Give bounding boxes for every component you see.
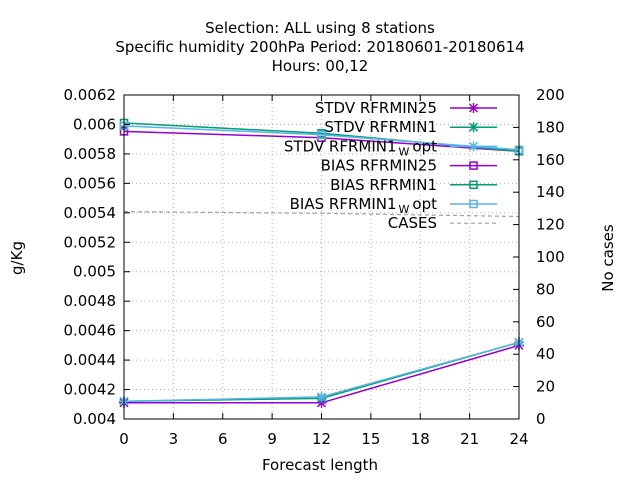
data-point <box>317 130 326 140</box>
series-line <box>123 211 520 218</box>
y2-tick-label: 0 <box>536 410 546 428</box>
legend-label: BIAS RFRMIN1 <box>330 176 437 194</box>
y2-axis-label: No cases <box>599 224 617 292</box>
y2-tick-label: 120 <box>536 216 565 234</box>
legend-marker <box>469 180 478 190</box>
x-tick-label: 0 <box>119 430 129 448</box>
legend-label: CASES <box>388 214 437 232</box>
y2-tick-label: 160 <box>536 151 565 169</box>
x-tick-label: 21 <box>460 430 479 448</box>
x-tick-label: 24 <box>509 430 528 448</box>
x-tick-label: 15 <box>361 430 380 448</box>
x-tick-label: 12 <box>312 430 331 448</box>
y-tick-label: 0.0044 <box>64 351 117 369</box>
legend-label: STDV RFRMIN1 <box>324 118 437 136</box>
y-tick-label: 0.0056 <box>64 174 117 192</box>
legend-label: BIAS RFRMIN25 <box>321 157 437 175</box>
axis-ticks: 0 3 6 9 12 15 18 21 24 0.004 0.0042 0.0044 0.0046 0.0… <box>64 86 565 448</box>
legend-marker <box>468 141 479 152</box>
legend-label: STDV RFRMIN25 <box>315 99 437 117</box>
legend-marker <box>468 122 479 133</box>
title-line-3: Hours: 00,12 <box>272 57 369 75</box>
chart-title: Selection: ALL using 8 stations Specific… <box>115 19 524 75</box>
y2-tick-label: 60 <box>536 313 555 331</box>
y-tick-label: 0.0058 <box>64 145 117 163</box>
y2-tick-label: 80 <box>536 280 555 298</box>
y-axis-label: g/Kg <box>8 241 26 275</box>
legend-entry: BIAS RFRMIN1 <box>330 176 497 194</box>
x-axis-label: Forecast length <box>262 456 378 474</box>
y-tick-label: 0.005 <box>73 263 116 281</box>
legend-marker <box>469 199 478 209</box>
legend-marker <box>468 103 479 113</box>
y2-tick-label: 180 <box>536 118 565 136</box>
title-line-2: Specific humidity 200hPa Period: 2018060… <box>115 38 524 56</box>
y2-tick-label: 40 <box>536 345 555 363</box>
series-line <box>123 125 520 151</box>
y2-tick-label: 200 <box>536 86 565 104</box>
y-tick-label: 0.0042 <box>64 381 117 399</box>
x-tick-label: 3 <box>169 430 179 448</box>
title-line-1: Selection: ALL using 8 stations <box>205 19 435 37</box>
legend-entry: CASES <box>388 214 497 232</box>
y-tick-label: 0.0046 <box>64 322 117 340</box>
y-tick-label: 0.0062 <box>64 86 117 104</box>
legend-entry: STDV RFRMIN25 <box>315 99 497 117</box>
y-tick-label: 0.0048 <box>64 292 117 310</box>
legend-marker <box>469 161 478 170</box>
legend-entry: STDV RFRMIN1 <box>324 118 497 136</box>
x-tick-label: 6 <box>218 430 228 448</box>
y2-tick-label: 140 <box>536 183 565 201</box>
x-tick-label: 9 <box>267 430 277 448</box>
series-6 <box>123 211 520 218</box>
y2-tick-label: 100 <box>536 248 565 266</box>
y-tick-label: 0.004 <box>73 410 116 428</box>
x-tick-label: 18 <box>411 430 430 448</box>
data-point <box>316 391 327 402</box>
y-tick-label: 0.006 <box>73 115 116 133</box>
y2-tick-label: 20 <box>536 378 555 396</box>
y-tick-label: 0.0052 <box>64 233 117 251</box>
legend-entry: BIAS RFRMIN25 <box>321 157 497 175</box>
y-tick-label: 0.0054 <box>64 204 117 222</box>
